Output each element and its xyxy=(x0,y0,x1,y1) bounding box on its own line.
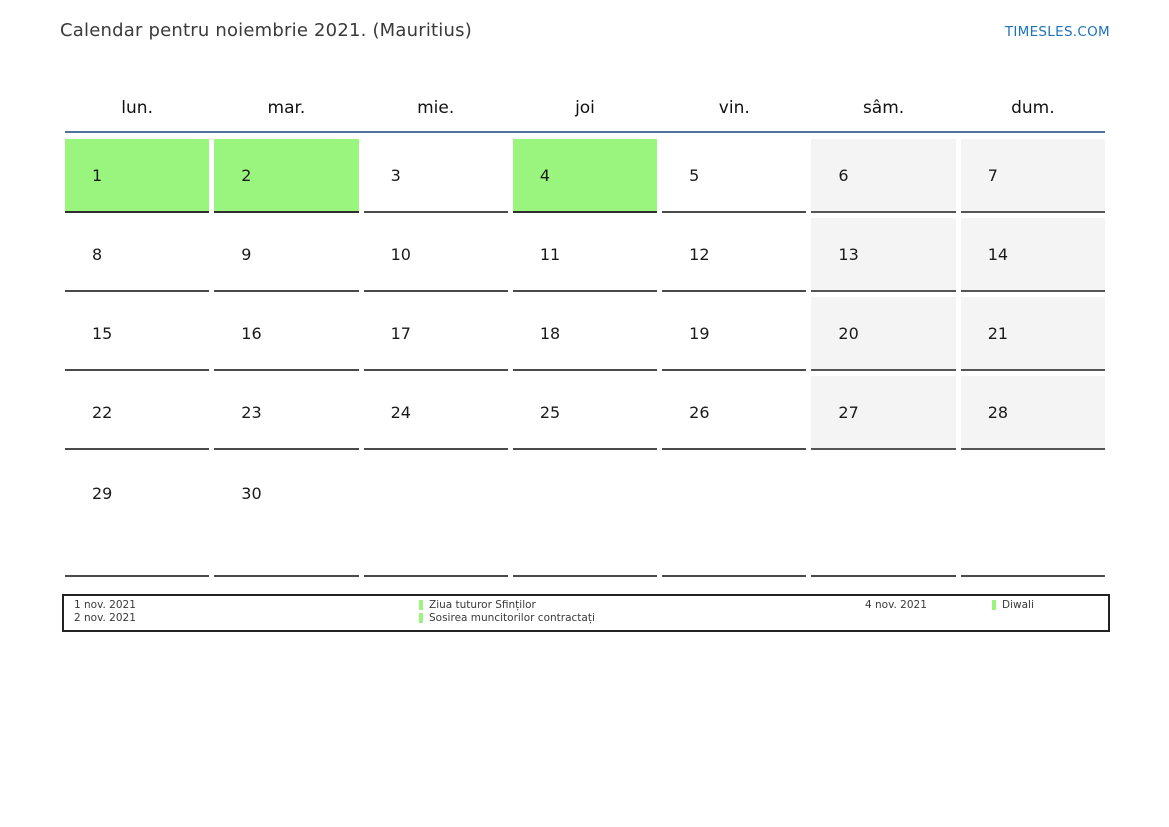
calendar-day-26: 26 xyxy=(662,376,807,450)
calendar-day-7: 7 xyxy=(960,139,1105,213)
calendar-day-29: 29 xyxy=(65,455,210,577)
calendar-day-10: 10 xyxy=(363,218,508,292)
calendar-day-14: 14 xyxy=(960,218,1105,292)
legend-box: 1 nov. 2021 2 nov. 2021 Ziua tuturor Sfin… xyxy=(62,594,1110,632)
weekday-label-vin: vin. xyxy=(718,97,750,118)
legend-names-group-1: Ziua tuturor Sfinților Sosirea muncitoril… xyxy=(419,599,595,624)
calendar-day-2: 2 xyxy=(214,139,359,213)
calendar-day-22: 22 xyxy=(65,376,210,450)
week-row-2: 8 9 10 11 12 13 14 xyxy=(65,218,1105,292)
weekday-label-lun: lun. xyxy=(121,97,153,118)
calendar-day-27: 27 xyxy=(811,376,956,450)
calendar-cell-empty xyxy=(811,455,956,577)
calendar-day-23: 23 xyxy=(214,376,359,450)
calendar-day-18: 18 xyxy=(512,297,658,371)
calendar-day-24: 24 xyxy=(363,376,508,450)
calendar-day-11: 11 xyxy=(512,218,658,292)
calendar-day-25: 25 xyxy=(512,376,658,450)
week-row-3: 15 16 17 18 19 20 21 xyxy=(65,297,1105,371)
legend-holiday-entry: Sosirea muncitorilor contractați xyxy=(419,612,595,625)
calendar-day-16: 16 xyxy=(214,297,359,371)
calendar-cell-empty xyxy=(512,455,658,577)
legend-date: 4 nov. 2021 xyxy=(865,599,927,611)
holiday-marker-icon xyxy=(419,612,423,623)
calendar-day-21: 21 xyxy=(960,297,1105,371)
page-title: Calendar pentru noiembrie 2021. (Mauriti… xyxy=(60,20,472,41)
calendar-day-6: 6 xyxy=(811,139,956,213)
weekday-label-sâm: sâm. xyxy=(862,97,905,118)
legend-names-group-2: Diwali xyxy=(992,599,1034,612)
calendar-day-20: 20 xyxy=(811,297,956,371)
week-row-5: 29 30 xyxy=(65,455,1105,577)
calendar-cell-empty xyxy=(960,455,1105,577)
calendar-day-8: 8 xyxy=(65,218,210,292)
calendar-day-1: 1 xyxy=(65,139,210,213)
calendar-day-28: 28 xyxy=(960,376,1105,450)
calendar-day-15: 15 xyxy=(65,297,210,371)
week-row-4: 22 23 24 25 26 27 28 xyxy=(65,376,1105,450)
calendar-day-12: 12 xyxy=(662,218,807,292)
legend-holiday-entry: Ziua tuturor Sfinților xyxy=(419,599,595,612)
weekday-label-dum: dum. xyxy=(1011,97,1055,118)
weeks-container: 1 2 3 4 5 6 7 8 9 10 11 12 13 14 15 16 17 18 19 20 21 22 23 24 2… xyxy=(65,139,1105,577)
calendar-day-3: 3 xyxy=(363,139,508,213)
legend-dates-group-2: 4 nov. 2021 xyxy=(865,599,927,612)
legend-dates-group-1: 1 nov. 2021 2 nov. 2021 xyxy=(74,599,136,624)
weekday-row: lun. mar. mie. joi vin. sâm. dum. xyxy=(65,84,1105,133)
calendar-day-5: 5 xyxy=(662,139,807,213)
legend-date: 1 nov. 2021 xyxy=(74,599,136,611)
site-link[interactable]: TIMESLES.COM xyxy=(1004,24,1110,40)
calendar-day-9: 9 xyxy=(214,218,359,292)
holiday-marker-icon xyxy=(992,600,996,611)
holiday-marker-icon xyxy=(419,600,423,611)
calendar: lun. mar. mie. joi vin. sâm. dum. 1 2 3 4 5 6 7 8 9 10 1… xyxy=(65,84,1105,582)
calendar-cell-empty xyxy=(662,455,807,577)
legend-holiday-name: Sosirea muncitorilor contractați xyxy=(429,611,595,624)
calendar-day-30: 30 xyxy=(214,455,359,577)
legend-holiday-entry: Diwali xyxy=(992,599,1034,612)
calendar-day-19: 19 xyxy=(662,297,807,371)
calendar-day-4: 4 xyxy=(512,139,658,213)
weekday-label-mar: mar. xyxy=(267,97,306,118)
weekday-label-mie: mie. xyxy=(417,97,455,118)
calendar-cell-empty xyxy=(363,455,508,577)
calendar-day-17: 17 xyxy=(363,297,508,371)
legend-holiday-name: Ziua tuturor Sfinților xyxy=(429,599,536,611)
weekday-label-joi: joi xyxy=(575,97,595,118)
calendar-day-13: 13 xyxy=(811,218,956,292)
legend-holiday-name: Diwali xyxy=(1002,599,1034,611)
legend-date: 2 nov. 2021 xyxy=(74,611,136,624)
